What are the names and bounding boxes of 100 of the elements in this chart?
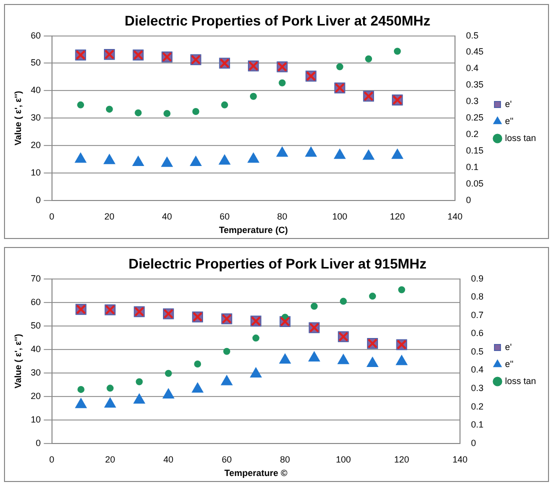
y-tick-label: 50: [30, 320, 41, 330]
point: [310, 302, 318, 310]
y2-tick-label: 0.15: [466, 146, 484, 156]
point: [161, 156, 173, 167]
y2-tick-label: 0.5: [470, 346, 484, 356]
x-tick-label: 0: [49, 454, 54, 464]
point: [366, 356, 378, 367]
point: [164, 110, 170, 117]
y-axis-title: Value ( ε', ε''): [12, 334, 23, 388]
point: [248, 152, 260, 163]
point: [392, 148, 404, 159]
point: [221, 101, 228, 108]
y2-tick-label: 0.4: [470, 364, 484, 375]
point: [77, 101, 84, 108]
y-tick-label: 30: [30, 112, 41, 123]
point: [77, 386, 84, 393]
y2-tick-label: 0.2: [466, 129, 478, 140]
point: [369, 292, 376, 300]
legend-label: e'': [504, 358, 514, 369]
y2-tick-label: 0.5: [466, 30, 478, 40]
point: [134, 394, 145, 404]
point: [305, 146, 317, 157]
point: [362, 150, 374, 160]
point: [75, 398, 87, 408]
point: [134, 109, 142, 116]
point: [162, 388, 174, 398]
point: [394, 48, 401, 55]
x-axis-title: Temperature (C): [218, 225, 288, 236]
y2-tick-label: 0.3: [470, 383, 484, 394]
point: [106, 384, 114, 392]
y2-tick-label: 0.4: [466, 63, 478, 74]
point: [250, 368, 262, 378]
x-tick-label: 20: [104, 211, 114, 222]
point: [132, 156, 144, 166]
point: [308, 352, 320, 362]
point: [194, 360, 202, 368]
point: [278, 79, 286, 86]
y2-tick-label: 0.45: [466, 46, 484, 57]
y2-tick-label: 0.35: [466, 80, 484, 90]
y2-tick-label: 0.6: [470, 328, 484, 338]
point: [104, 398, 116, 408]
y-tick-label: 0: [36, 438, 41, 448]
y-tick-label: 60: [30, 30, 41, 40]
x-tick-label: 100: [332, 211, 348, 222]
y2-tick-label: 0.1: [466, 162, 478, 172]
point: [365, 55, 372, 62]
y2-tick-label: 0.05: [466, 178, 484, 188]
chart-title: Dielectric Properties of Pork Liver at 2450MHz: [124, 12, 430, 28]
point: [338, 354, 350, 364]
point: [74, 152, 86, 163]
x-tick-label: 40: [163, 454, 174, 464]
x-tick-label: 60: [222, 454, 232, 464]
legend-label: loss tan: [504, 132, 536, 143]
point: [276, 146, 288, 157]
y-tick-label: 40: [30, 85, 41, 96]
y-tick-label: 20: [30, 390, 41, 401]
chart-title: Dielectric Properties of Pork Liver at 915MHz: [128, 255, 426, 272]
y2-tick-label: 0.2: [470, 401, 484, 412]
y-tick-label: 70: [30, 273, 41, 284]
x-tick-label: 120: [394, 454, 410, 464]
point: [250, 92, 257, 100]
point: [223, 348, 230, 355]
y2-tick-label: 0: [466, 194, 471, 205]
y-tick-label: 40: [30, 344, 41, 354]
x-axis-title: Temperature ©: [224, 468, 288, 478]
point: [136, 378, 143, 386]
x-tick-label: 40: [162, 211, 172, 222]
legend-label: e'': [504, 116, 514, 126]
x-tick-label: 80: [280, 454, 290, 464]
point: [279, 354, 291, 364]
x-tick-label: 100: [336, 454, 351, 464]
legend-label: e': [504, 342, 512, 352]
legend-label: e': [504, 98, 512, 109]
x-tick-label: 20: [105, 454, 116, 464]
point: [192, 108, 200, 116]
y-tick-label: 30: [30, 367, 41, 378]
x-tick-label: 60: [220, 211, 230, 222]
y-tick-label: 20: [30, 140, 41, 150]
y-axis-title: Value ( ε', ε''): [12, 90, 23, 146]
y2-tick-label: 0.1: [470, 420, 484, 430]
point: [334, 148, 346, 159]
point: [218, 154, 230, 165]
y-tick-label: 10: [30, 167, 41, 178]
point: [221, 375, 232, 386]
point: [396, 355, 408, 366]
point: [190, 156, 202, 166]
x-tick-label: 140: [447, 211, 462, 222]
y-tick-label: 60: [30, 296, 41, 307]
y2-tick-label: 0: [470, 438, 476, 448]
y2-tick-label: 0.8: [470, 292, 484, 302]
point: [336, 63, 344, 70]
point: [164, 370, 172, 377]
point: [106, 106, 113, 113]
y-tick-label: 50: [30, 58, 41, 68]
y2-tick-label: 0.3: [466, 96, 478, 106]
y-tick-label: 0: [36, 194, 41, 205]
point: [192, 382, 204, 393]
y-tick-label: 10: [30, 414, 41, 424]
point: [104, 154, 116, 164]
point: [252, 334, 260, 342]
